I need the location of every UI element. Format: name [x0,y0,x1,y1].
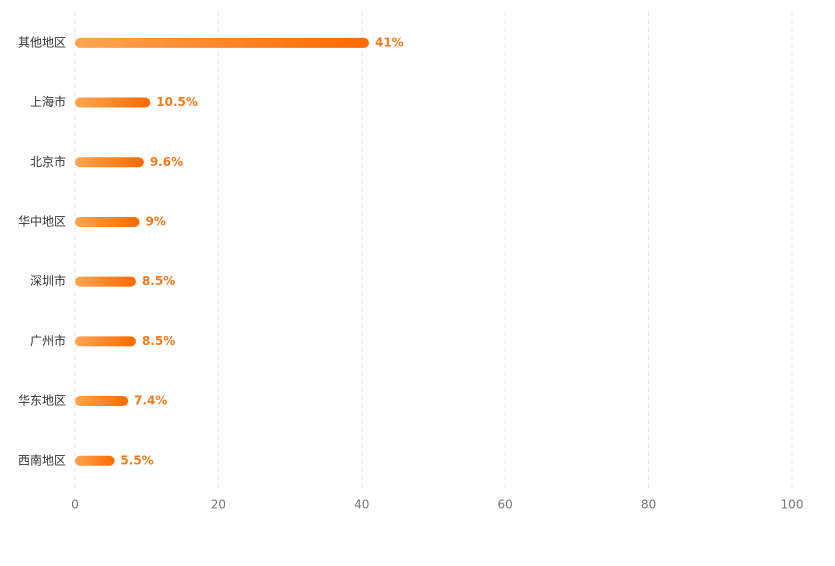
value-label: 41% [375,35,404,49]
y-tick-label: 深圳市 [30,273,66,288]
value-label: 8.5% [142,274,175,288]
y-tick-label: 西南地区 [18,452,66,467]
bar [75,97,151,108]
x-tick-label: 40 [354,498,369,512]
value-label: 8.5% [142,334,175,348]
bar [75,455,115,466]
x-tick-label: 20 [211,498,226,512]
bar [75,336,136,347]
y-tick-label: 其他地区 [18,35,66,49]
bar [75,157,144,168]
y-tick-label: 上海市 [30,94,66,109]
bar [75,216,140,227]
value-label: 10.5% [156,95,198,109]
x-tick-label: 0 [71,498,79,512]
value-label: 5.5% [120,453,153,467]
y-tick-label: 广州市 [30,333,66,348]
y-tick-label: 华中地区 [18,213,66,228]
bar [75,276,136,287]
y-tick-label: 华东地区 [18,394,66,408]
x-tick-label: 80 [641,498,656,512]
x-tick-label: 60 [498,498,513,512]
x-tick-label: 100 [781,498,804,512]
bar [75,37,369,48]
bar [75,396,129,407]
value-label: 9% [146,214,166,228]
value-label: 7.4% [134,394,167,408]
value-label: 9.6% [150,155,183,169]
y-tick-label: 北京市 [30,154,66,169]
